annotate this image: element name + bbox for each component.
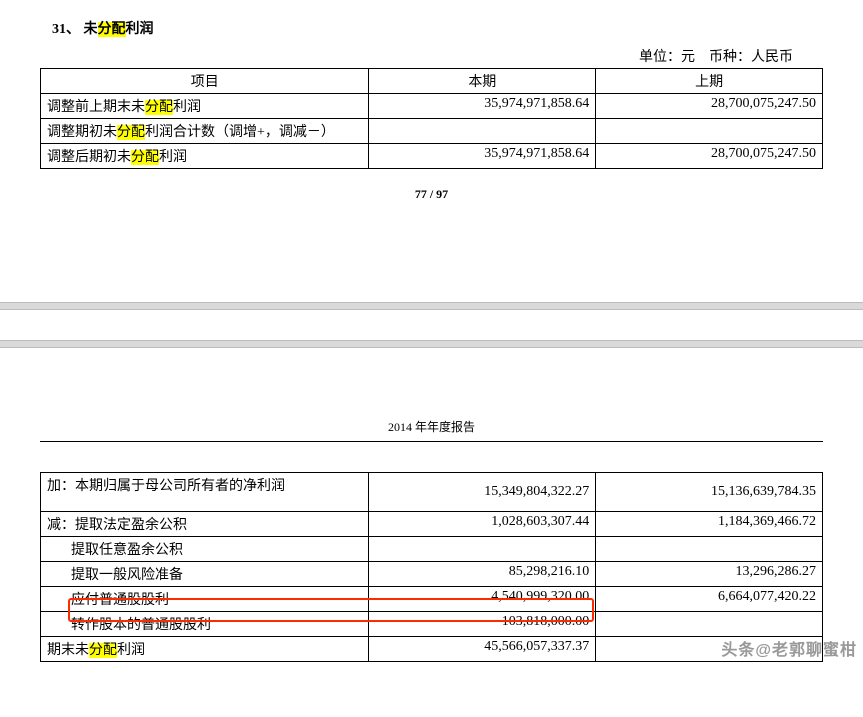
page-number: 77 / 97 <box>40 187 823 202</box>
table-row: 调整后期初未分配利润 35,974,971,858.64 28,700,075,… <box>41 144 823 169</box>
table-row: 减：提取法定盈余公积 1,028,603,307.44 1,184,369,46… <box>41 512 823 537</box>
row-prior <box>596 612 823 637</box>
row-label: 加：本期归属于母公司所有者的净利润 <box>41 473 369 512</box>
row-prior: 28,700,075,247.50 <box>596 94 823 119</box>
row-label: 调整后期初未分配利润 <box>41 144 369 169</box>
table-header-row: 项目 本期 上期 <box>41 69 823 94</box>
section-number: 31、 <box>52 22 80 37</box>
row-label: 减：提取法定盈余公积 <box>41 512 369 537</box>
row-label: 调整期初未分配利润合计数（调增+，调减－） <box>41 119 369 144</box>
report-year-header: 2014 年年度报告 <box>0 418 863 435</box>
row-prior <box>596 119 823 144</box>
section-title-highlight: 分配 <box>98 22 126 37</box>
watermark-text: 头条@老郭聊蜜柑 <box>721 636 857 660</box>
undistributed-profit-table-1: 项目 本期 上期 调整前上期末未分配利润 35,974,971,858.64 2… <box>40 68 823 169</box>
table-row-highlighted: 转作股本的普通股股利 103,818,000.00 <box>41 612 823 637</box>
table-row: 应付普通股股利 4,540,999,320.00 6,664,077,420.2… <box>41 587 823 612</box>
row-label: 提取任意盈余公积 <box>41 537 369 562</box>
row-prior: 13,296,286.27 <box>596 562 823 587</box>
row-prior <box>596 537 823 562</box>
row-current <box>369 119 596 144</box>
row-prior: 28,700,075,247.50 <box>596 144 823 169</box>
section-title-pre: 未 <box>84 22 98 37</box>
row-current: 1,028,603,307.44 <box>369 512 596 537</box>
header-item: 项目 <box>41 69 369 94</box>
row-current: 85,298,216.10 <box>369 562 596 587</box>
row-label: 提取一般风险准备 <box>41 562 369 587</box>
row-prior: 6,664,077,420.22 <box>596 587 823 612</box>
row-prior: 1,184,369,466.72 <box>596 512 823 537</box>
row-current: 35,974,971,858.64 <box>369 94 596 119</box>
table-row: 调整期初未分配利润合计数（调增+，调减－） <box>41 119 823 144</box>
row-label: 应付普通股股利 <box>41 587 369 612</box>
table-row: 期末未分配利润 45,566,057,337.37 <box>41 637 823 662</box>
table-row: 加：本期归属于母公司所有者的净利润 15,349,804,322.27 15,1… <box>41 473 823 512</box>
page-break <box>0 340 863 348</box>
header-current: 本期 <box>369 69 596 94</box>
undistributed-profit-table-2: 加：本期归属于母公司所有者的净利润 15,349,804,322.27 15,1… <box>40 472 823 662</box>
row-label: 期末未分配利润 <box>41 637 369 662</box>
row-current: 103,818,000.00 <box>369 612 596 637</box>
row-label: 转作股本的普通股股利 <box>41 612 369 637</box>
header-prior: 上期 <box>596 69 823 94</box>
row-current <box>369 537 596 562</box>
table-row: 提取任意盈余公积 <box>41 537 823 562</box>
page-break <box>0 302 863 310</box>
unit-currency-line: 单位：元 币种：人民币 <box>40 46 823 66</box>
table-row: 提取一般风险准备 85,298,216.10 13,296,286.27 <box>41 562 823 587</box>
row-prior: 15,136,639,784.35 <box>596 473 823 512</box>
section-heading: 31、 未分配利润 <box>52 18 823 38</box>
row-current: 45,566,057,337.37 <box>369 637 596 662</box>
page-break-inner <box>0 320 863 340</box>
row-current: 35,974,971,858.64 <box>369 144 596 169</box>
row-current: 4,540,999,320.00 <box>369 587 596 612</box>
section-title-post: 利润 <box>126 22 154 37</box>
header-divider <box>40 441 823 442</box>
row-current: 15,349,804,322.27 <box>369 473 596 512</box>
row-label: 调整前上期末未分配利润 <box>41 94 369 119</box>
table-row: 调整前上期末未分配利润 35,974,971,858.64 28,700,075… <box>41 94 823 119</box>
